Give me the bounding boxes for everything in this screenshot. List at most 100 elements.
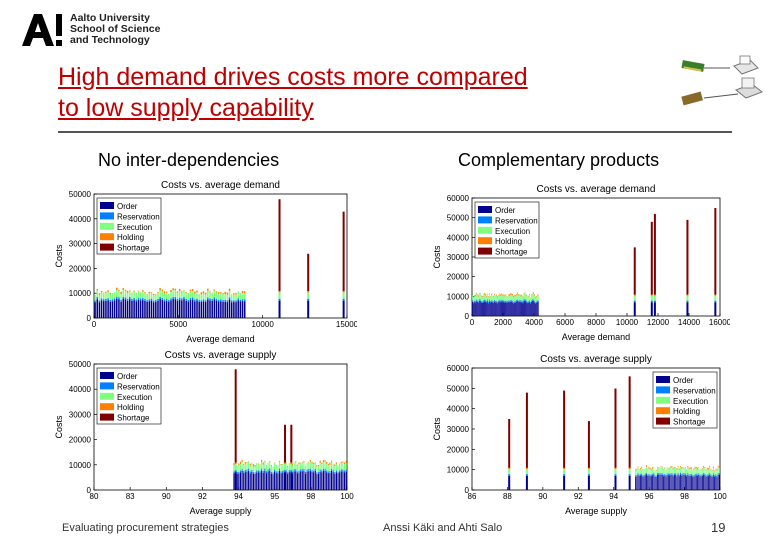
- legend-swatch-reservation: [100, 382, 114, 390]
- bar-segment-execution: [681, 468, 683, 474]
- bar-segment-execution: [308, 462, 310, 470]
- bar-segment-reservation: [176, 298, 179, 301]
- bar-segment-execution: [674, 467, 675, 474]
- bar-segment-order: [495, 302, 497, 316]
- spike-segment-order: [563, 475, 566, 490]
- bar-segment-reservation: [204, 300, 207, 302]
- bar-segment-order: [483, 301, 485, 316]
- stacked-bar: [236, 465, 238, 490]
- bar-segment-order: [224, 301, 226, 318]
- bar-segment-reservation: [257, 470, 259, 473]
- shortage-spike: [650, 221, 653, 316]
- bar-segment-execution: [637, 467, 639, 473]
- bar-segment-execution: [343, 464, 346, 471]
- stacked-bar: [706, 467, 708, 490]
- bar-segment-reservation: [327, 471, 329, 474]
- bar-segment-holding: [334, 464, 336, 467]
- bar-segment-order: [238, 473, 240, 490]
- bar-segment-reservation: [243, 299, 246, 302]
- bar-segment-reservation: [678, 474, 680, 477]
- bar-segment-reservation: [661, 473, 663, 475]
- stacked-bar: [701, 468, 703, 490]
- bar-segment-reservation: [313, 470, 315, 473]
- bar-segment-order: [233, 473, 235, 490]
- bar-segment-holding: [165, 291, 168, 293]
- bar-segment-order: [168, 301, 170, 318]
- bar-segment-holding: [185, 291, 187, 293]
- bar-segment-holding: [159, 288, 161, 290]
- bar-segment-holding: [233, 463, 235, 466]
- bar-segment-order: [246, 471, 248, 490]
- x-tick-label: 10000: [252, 320, 275, 329]
- stacked-bar: [261, 459, 263, 490]
- bar-segment-reservation: [657, 472, 658, 475]
- spike-segment-holding: [290, 462, 293, 465]
- stacked-bar: [532, 293, 533, 316]
- spike-segment-execution: [686, 295, 689, 301]
- bar-segment-reservation: [505, 300, 507, 302]
- bar-segment-reservation: [304, 471, 307, 474]
- bar-segment-holding: [534, 294, 535, 296]
- bar-segment-order: [220, 301, 222, 318]
- bar-segment-order: [202, 301, 205, 318]
- bar-segment-execution: [122, 289, 125, 297]
- bar-segment-order: [516, 301, 518, 316]
- bar-segment-order: [345, 471, 347, 490]
- bar-segment-holding: [152, 293, 155, 296]
- legend-swatch-shortage: [100, 243, 114, 251]
- y-tick-label: 0: [87, 486, 92, 495]
- bar-segment-order: [714, 476, 715, 490]
- stacked-bar: [207, 288, 209, 318]
- bar-segment-holding: [505, 294, 507, 296]
- bar-segment-holding: [257, 463, 259, 465]
- legend-swatch-order: [100, 372, 114, 379]
- spike-segment-reservation: [628, 474, 631, 476]
- bar-segment-reservation: [269, 468, 271, 471]
- bar-segment-reservation: [527, 301, 529, 304]
- bar-segment-order: [715, 475, 717, 490]
- bar-segment-reservation: [165, 298, 168, 301]
- bar-segment-execution: [298, 464, 300, 471]
- bar-segment-execution: [150, 292, 153, 299]
- bar-segment-reservation: [638, 474, 640, 476]
- bar-segment-order: [694, 475, 696, 490]
- bar-segment-execution: [277, 465, 279, 472]
- bar-segment-order: [644, 475, 646, 490]
- bar-segment-reservation: [220, 299, 222, 302]
- bar-segment-execution: [512, 295, 513, 301]
- stacked-bar: [161, 289, 164, 318]
- bar-segment-reservation: [280, 471, 282, 474]
- shortage-spike: [508, 419, 511, 490]
- stacked-bar: [129, 289, 131, 318]
- bar-segment-order: [170, 300, 172, 318]
- bar-segment-order: [252, 473, 255, 490]
- bar-segment-execution: [530, 297, 532, 303]
- stacked-bar: [334, 464, 336, 490]
- bar-segment-order: [675, 474, 677, 490]
- stacked-bar: [524, 292, 526, 316]
- bar-segment-holding: [142, 290, 144, 292]
- bar-segment-order: [314, 470, 316, 490]
- bar-segment-order: [648, 475, 650, 490]
- bar-segment-execution: [256, 464, 258, 471]
- bar-segment-execution: [109, 294, 112, 300]
- bar-segment-reservation: [642, 475, 644, 477]
- bar-segment-execution: [213, 290, 216, 298]
- bar-segment-order: [288, 472, 290, 490]
- spike-segment-reservation: [290, 470, 293, 473]
- bar-segment-reservation: [243, 470, 245, 473]
- bar-segment-execution: [484, 294, 486, 300]
- bar-segment-holding: [233, 293, 235, 295]
- bar-segment-execution: [638, 469, 640, 475]
- bar-segment-order: [658, 474, 660, 490]
- bar-segment-reservation: [706, 474, 708, 477]
- bar-segment-holding: [498, 293, 500, 295]
- stacked-bar: [222, 293, 224, 318]
- bar-segment-order: [159, 298, 161, 318]
- stacked-bar: [484, 292, 486, 316]
- bar-segment-order: [131, 300, 133, 318]
- stacked-bar: [648, 466, 650, 490]
- stacked-bar: [700, 468, 702, 490]
- spike-segment-order: [686, 302, 689, 316]
- bar-segment-reservation: [636, 474, 638, 477]
